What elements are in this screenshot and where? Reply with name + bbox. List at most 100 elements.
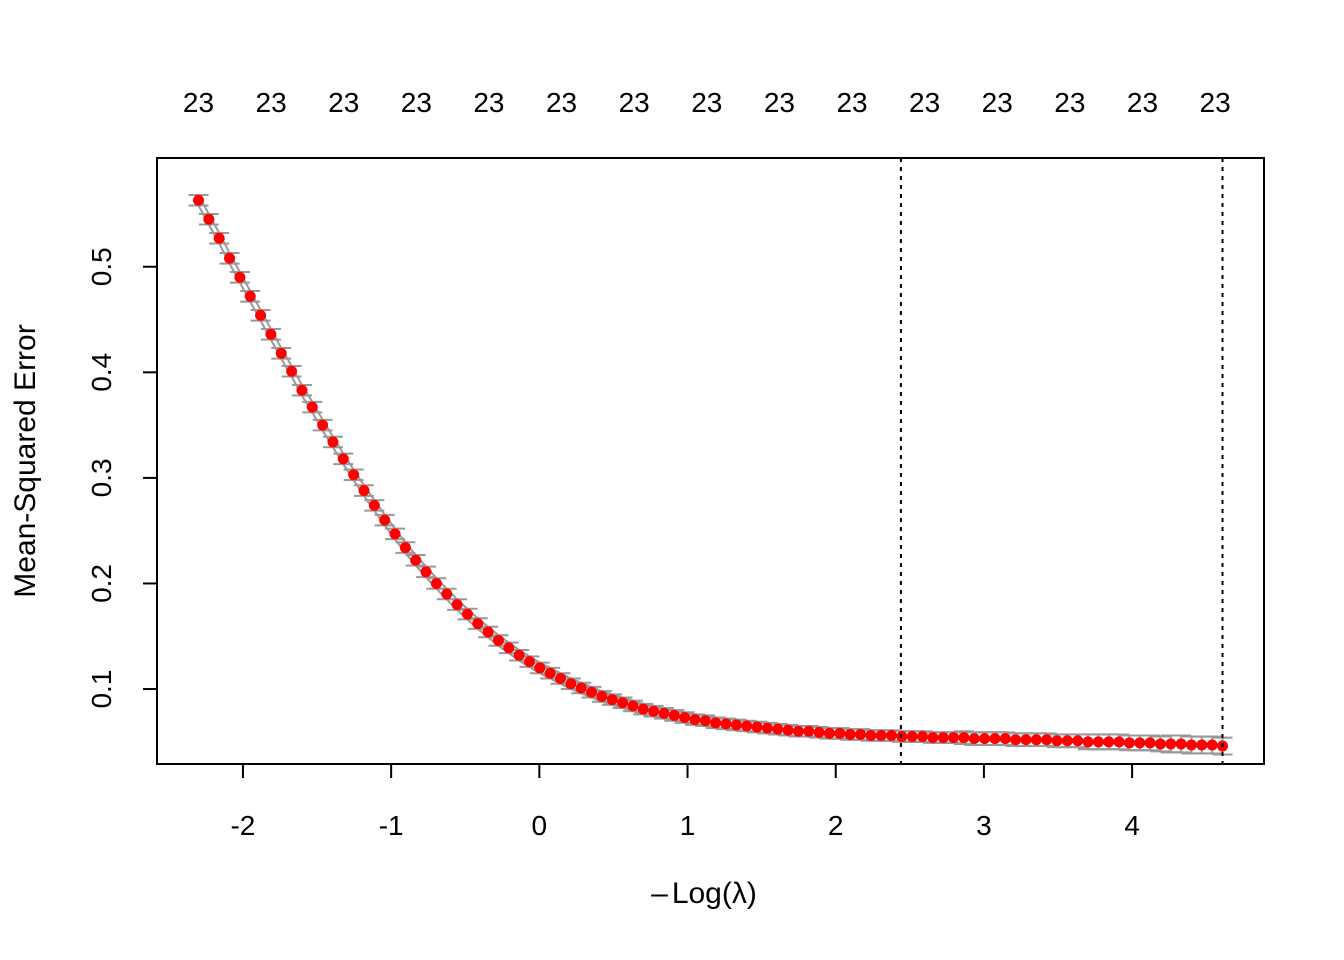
error-bars	[188, 193, 1233, 756]
data-point	[606, 694, 618, 706]
data-point	[575, 682, 587, 694]
data-point	[430, 577, 442, 589]
x-axis-title: – Log(λ)	[651, 877, 757, 910]
data-point	[1061, 735, 1073, 747]
data-point	[492, 634, 504, 646]
data-point	[244, 290, 256, 302]
top-axis-label: 23	[1054, 87, 1085, 118]
data-point	[451, 599, 463, 611]
data-point	[751, 721, 763, 733]
data-point	[772, 723, 784, 735]
data-point	[917, 731, 929, 743]
data-point	[275, 347, 287, 359]
data-point	[296, 384, 308, 396]
data-point	[741, 720, 753, 732]
top-axis-label: 23	[546, 87, 577, 118]
data-point	[596, 690, 608, 702]
data-point	[689, 714, 701, 726]
y-axis-title: Mean-Squared Error	[9, 324, 42, 597]
data-point	[1144, 737, 1156, 749]
data-point	[823, 727, 835, 739]
y-tick-label: 0.2	[86, 564, 117, 603]
data-point	[1010, 734, 1022, 746]
data-point	[265, 328, 277, 340]
data-point	[668, 709, 680, 721]
data-point	[399, 542, 411, 554]
data-point	[886, 729, 898, 741]
data-point	[1030, 734, 1042, 746]
data-point	[1154, 738, 1166, 750]
y-tick-label: 0.3	[86, 458, 117, 497]
data-point	[472, 618, 484, 630]
data-point	[813, 726, 825, 738]
data-point	[410, 554, 422, 566]
data-point	[192, 194, 204, 206]
top-axis-label: 23	[1127, 87, 1158, 118]
data-point	[648, 705, 660, 717]
data-point	[379, 514, 391, 526]
data-point	[255, 309, 267, 321]
data-point	[203, 213, 215, 225]
data-point	[948, 732, 960, 744]
y-tick-label: 0.4	[86, 353, 117, 392]
data-point	[1103, 736, 1115, 748]
data-point	[968, 733, 980, 745]
top-axis-label: 23	[473, 87, 504, 118]
data-point	[544, 667, 556, 679]
data-point	[513, 649, 525, 661]
data-point	[234, 271, 246, 283]
x-tick-label: -1	[379, 810, 404, 841]
data-point	[958, 732, 970, 744]
data-point	[327, 436, 339, 448]
plot-frame	[156, 157, 1265, 765]
data-point	[1175, 738, 1187, 750]
data-point	[699, 715, 711, 727]
data-point	[937, 732, 949, 744]
data-point	[844, 728, 856, 740]
top-axis-label: 23	[183, 87, 214, 118]
top-axis-label: 23	[909, 87, 940, 118]
top-axis-label: 23	[619, 87, 650, 118]
data-point	[1041, 734, 1053, 746]
data-point	[710, 717, 722, 729]
data-point	[1092, 736, 1104, 748]
data-point	[854, 728, 866, 740]
data-point	[1082, 736, 1094, 748]
data-point	[875, 729, 887, 741]
data-point	[441, 588, 453, 600]
data-point	[679, 712, 691, 724]
data-point	[979, 733, 991, 745]
data-point	[658, 707, 670, 719]
data-point	[348, 469, 360, 481]
data-point	[586, 686, 598, 698]
data-point	[1196, 739, 1208, 751]
x-tick-label: 4	[1124, 810, 1140, 841]
top-axis-label: 23	[764, 87, 795, 118]
data-point	[1134, 737, 1146, 749]
data-point	[224, 252, 236, 264]
data-point	[565, 678, 577, 690]
x-tick-label: 0	[532, 810, 548, 841]
data-point	[461, 608, 473, 620]
data-point	[1165, 738, 1177, 750]
x-axis: -2 -1 0 1 2 3 4	[230, 763, 1140, 841]
top-axis-label: 23	[256, 87, 287, 118]
data-point	[534, 662, 546, 674]
data-point	[1072, 735, 1084, 747]
data-point	[317, 419, 329, 431]
data-point	[1020, 734, 1032, 746]
data-point	[792, 725, 804, 737]
x-tick-label: 3	[976, 810, 992, 841]
data-point	[927, 732, 939, 744]
data-point	[482, 626, 494, 638]
data-point	[1185, 739, 1197, 751]
data-point	[1113, 736, 1125, 748]
data-point	[337, 453, 349, 465]
top-axis: 23 23 23 23 23 23 23 23 23 23 23 23 23 23 23	[183, 87, 1231, 118]
data-point	[906, 731, 918, 743]
data-point	[720, 718, 732, 730]
data-point	[637, 703, 649, 715]
error-upper-line	[197, 194, 1223, 739]
data-point	[389, 528, 401, 540]
